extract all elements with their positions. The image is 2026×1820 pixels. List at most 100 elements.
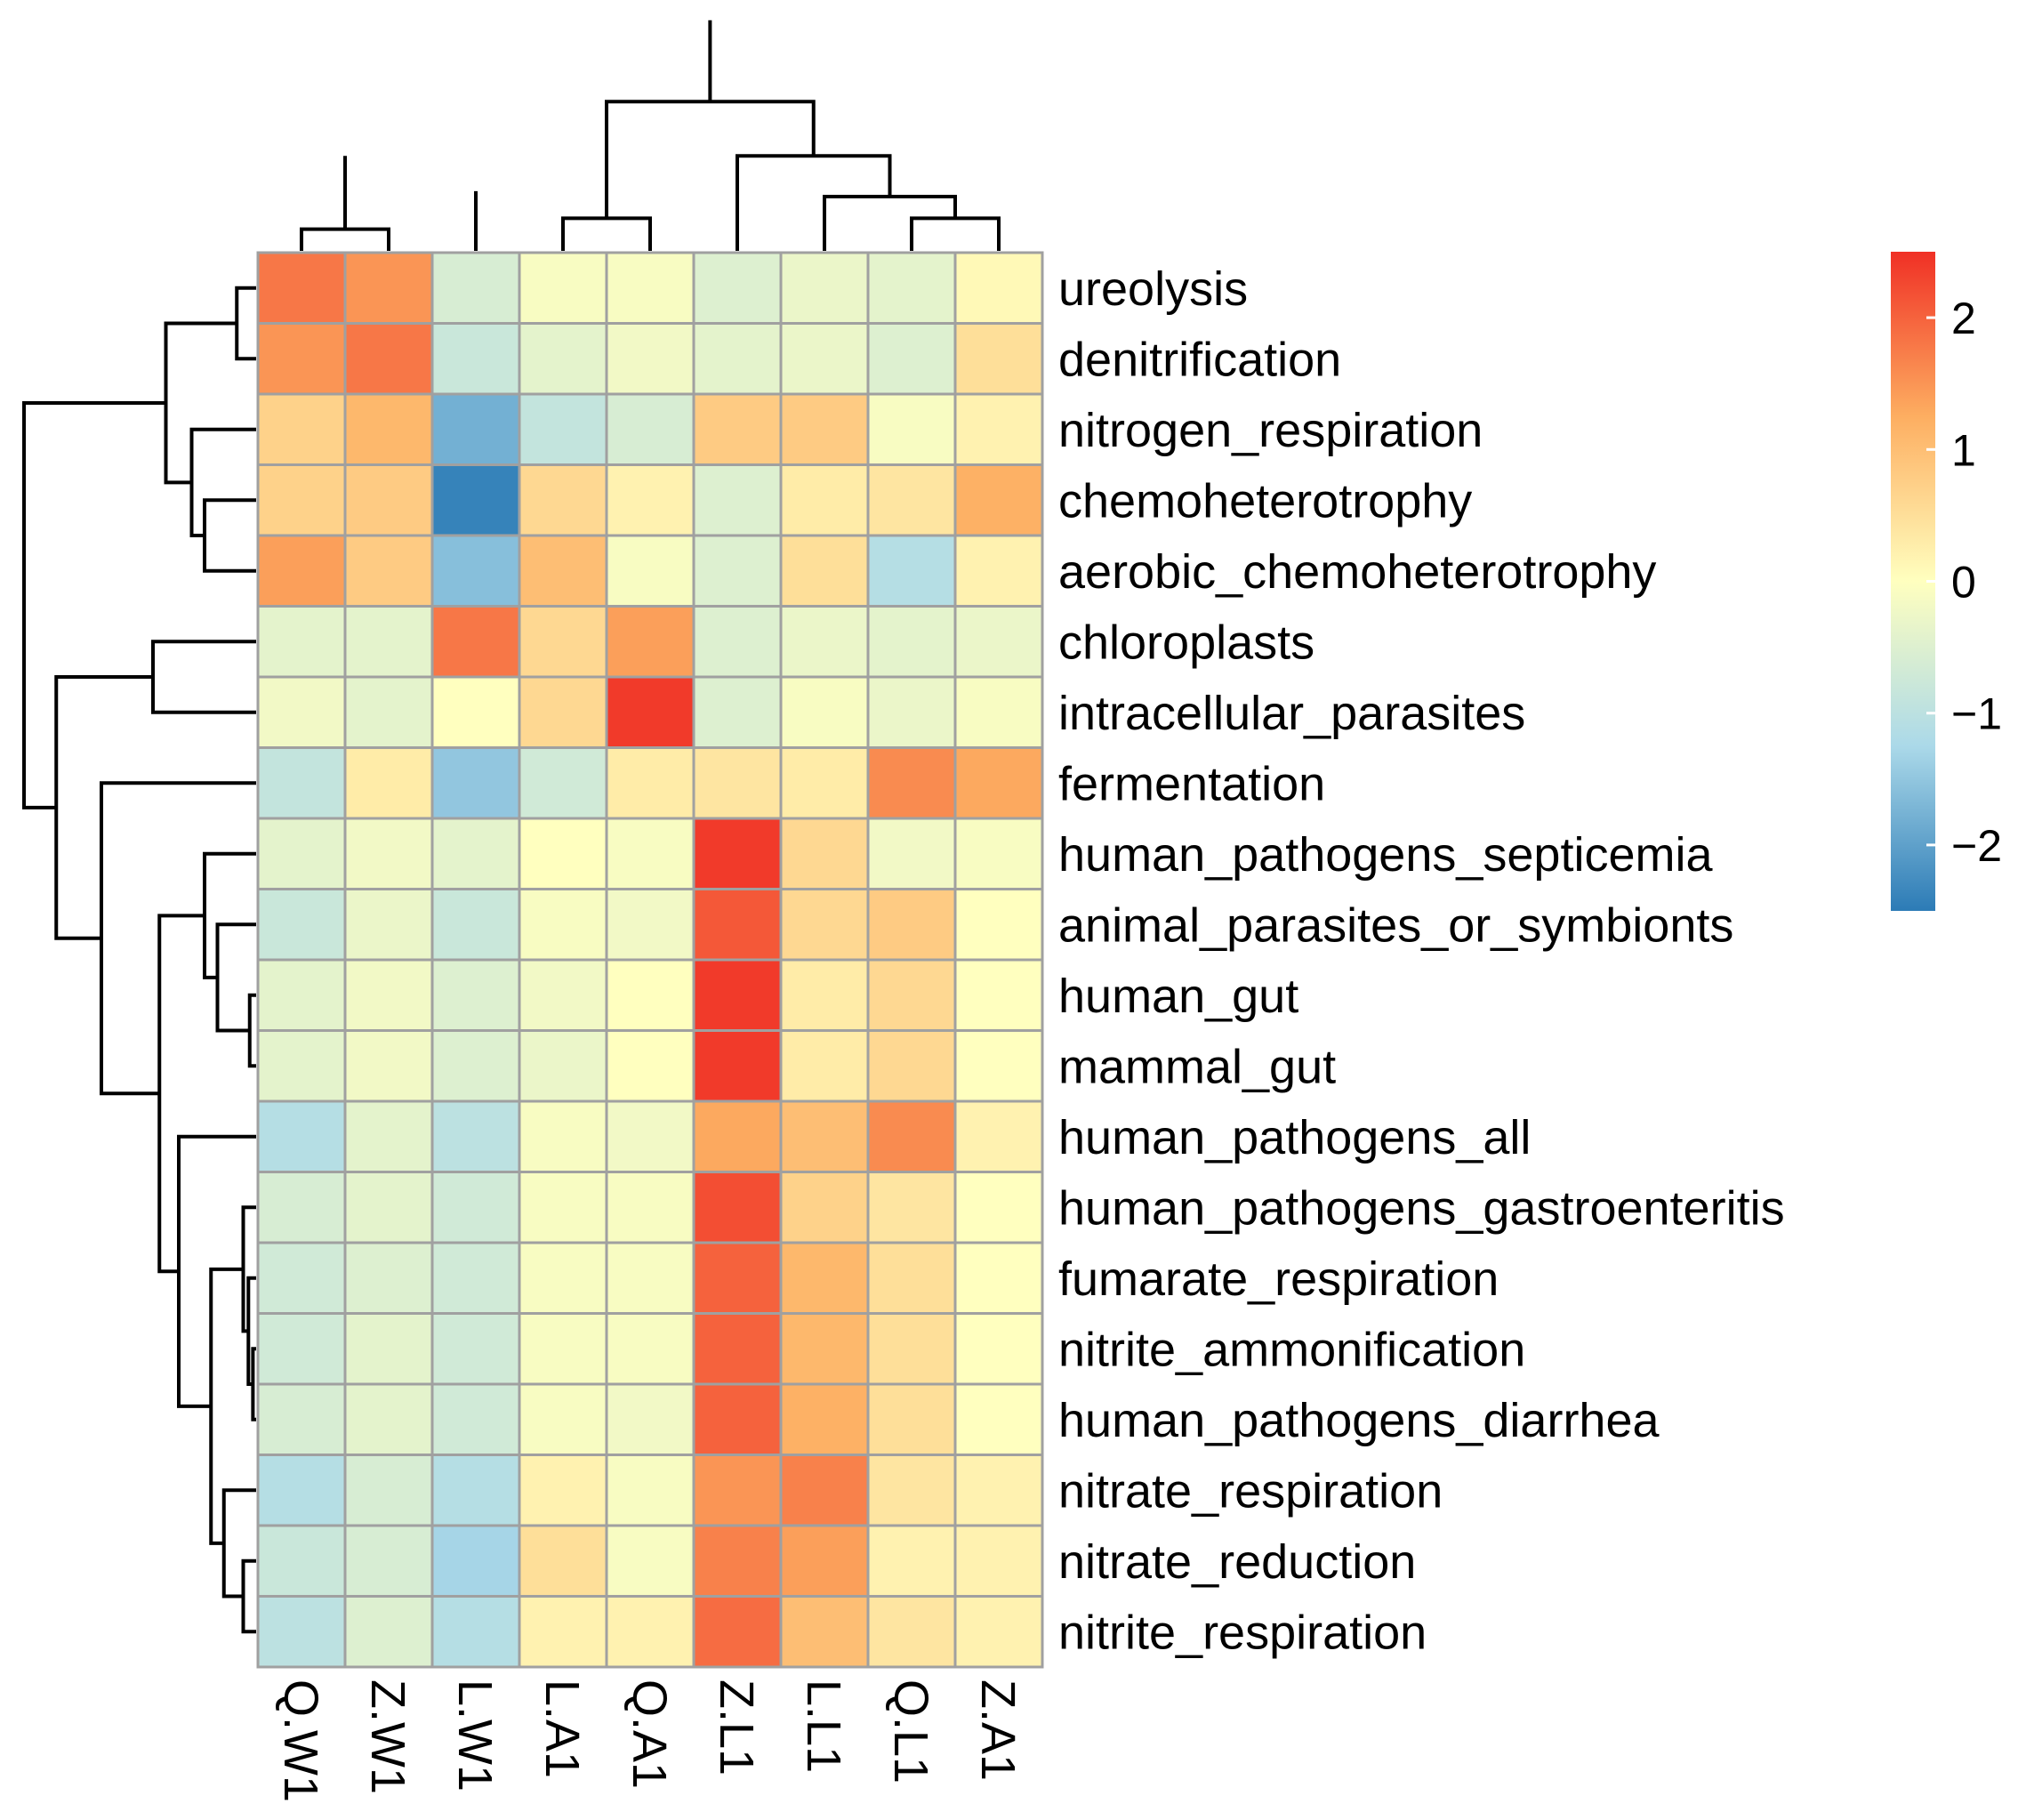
cell-mammal-gut-q-l1 (866, 1029, 957, 1103)
cell-human-gut-z-w1 (343, 958, 434, 1032)
row-dendrogram-branch (22, 400, 166, 809)
cell-aerobic-chemoheterotrophy-l-w1 (430, 534, 521, 608)
cell-nitrate-reduction-l-w1 (430, 1524, 521, 1598)
cell-fumarate-respiration-l-l1 (779, 1241, 870, 1315)
row-dendrogram-branch (151, 640, 256, 714)
cell-nitrate-respiration-l-w1 (430, 1454, 521, 1527)
cell-human-gut-z-l1 (692, 958, 783, 1032)
cell-human-pathogens-diarrhea-l-w1 (430, 1382, 521, 1456)
cell-nitrite-respiration-q-l1 (866, 1595, 957, 1669)
cell-nitrogen-respiration-z-l1 (692, 392, 783, 466)
cell-intracellular-parasites-z-w1 (343, 675, 434, 749)
column-label-q-a1: Q.A1 (623, 1679, 676, 1789)
cell-human-pathogens-gastroenteritis-l-w1 (430, 1171, 521, 1244)
cell-fumarate-respiration-z-w1 (343, 1241, 434, 1315)
cell-intracellular-parasites-l-w1 (430, 675, 521, 749)
cell-fumarate-respiration-q-l1 (866, 1241, 957, 1315)
cell-denitrification-q-w1 (256, 322, 347, 396)
cell-ureolysis-l-w1 (430, 251, 521, 325)
cell-aerobic-chemoheterotrophy-z-l1 (692, 534, 783, 608)
row-label-human-pathogens-gastroenteritis: human_pathogens_gastroenteritis (1058, 1181, 1785, 1235)
cell-intracellular-parasites-l-l1 (779, 675, 870, 749)
cell-nitrate-reduction-q-w1 (256, 1524, 347, 1598)
cell-ureolysis-q-a1 (605, 251, 695, 325)
cell-nitrite-respiration-q-a1 (605, 1595, 695, 1669)
cell-fumarate-respiration-l-a1 (518, 1241, 608, 1315)
row-label-nitrite-respiration: nitrite_respiration (1058, 1606, 1427, 1659)
row-dendrogram-branch (221, 1488, 256, 1599)
row-dendrogram-branch (189, 427, 256, 537)
cell-fermentation-l-l1 (779, 746, 870, 820)
cell-chemoheterotrophy-l-w1 (430, 463, 521, 537)
row-label-human-gut: human_gut (1058, 970, 1298, 1023)
cell-human-pathogens-diarrhea-l-a1 (518, 1382, 608, 1456)
cell-aerobic-chemoheterotrophy-q-a1 (605, 534, 695, 608)
cell-human-pathogens-gastroenteritis-l-l1 (779, 1171, 870, 1244)
row-label-denitrification: denitrification (1058, 333, 1341, 386)
column-label-l-w1: L.W1 (448, 1679, 502, 1792)
cell-nitrogen-respiration-z-a1 (953, 392, 1044, 466)
row-label-nitrite-ammonification: nitrite_ammonification (1058, 1323, 1525, 1376)
column-labels: Q.W1 Z.W1 L.W1 L.A1 Q.A1 Z.L1 L.L1 Q.L1 Z.A1 (274, 1679, 1025, 1802)
cell-nitrogen-respiration-q-w1 (256, 392, 347, 466)
row-dendrogram-branch (54, 675, 153, 940)
cell-denitrification-z-a1 (953, 322, 1044, 396)
cell-nitrogen-respiration-l-a1 (518, 392, 608, 466)
row-dendrogram (22, 286, 256, 1634)
heatmap-cells (256, 251, 1044, 1669)
cell-chloroplasts-q-w1 (256, 605, 347, 679)
row-label-ureolysis: ureolysis (1058, 262, 1248, 316)
cell-fermentation-l-w1 (430, 746, 521, 820)
cell-nitrite-ammonification-l-l1 (779, 1312, 870, 1386)
cell-nitrogen-respiration-l-w1 (430, 392, 521, 466)
cell-human-pathogens-all-q-l1 (866, 1099, 957, 1173)
cell-nitrogen-respiration-z-w1 (343, 392, 434, 466)
column-label-q-l1: Q.L1 (884, 1679, 937, 1784)
cell-intracellular-parasites-q-l1 (866, 675, 957, 749)
cell-nitrate-respiration-l-a1 (518, 1454, 608, 1527)
cell-chloroplasts-l-w1 (430, 605, 521, 679)
cell-mammal-gut-z-l1 (692, 1029, 783, 1103)
cell-human-pathogens-diarrhea-q-l1 (866, 1382, 957, 1456)
row-label-fumarate-respiration: fumarate_respiration (1058, 1252, 1499, 1306)
column-label-z-w1: Z.W1 (361, 1679, 414, 1794)
cell-chemoheterotrophy-l-a1 (518, 463, 608, 537)
cell-human-pathogens-diarrhea-l-l1 (779, 1382, 870, 1456)
cell-human-pathogens-diarrhea-q-a1 (605, 1382, 695, 1456)
cell-nitrate-reduction-l-a1 (518, 1524, 608, 1598)
cell-nitrate-reduction-q-a1 (605, 1524, 695, 1598)
cell-mammal-gut-z-w1 (343, 1029, 434, 1103)
row-dendrogram-branch (100, 781, 256, 1096)
row-label-fermentation: fermentation (1058, 757, 1325, 810)
cell-animal-parasites-or-symbionts-l-l1 (779, 888, 870, 962)
cell-nitrite-respiration-q-w1 (256, 1595, 347, 1669)
legend-tick-label-1: 1 (1951, 425, 1976, 475)
cell-fermentation-z-l1 (692, 746, 783, 820)
cell-aerobic-chemoheterotrophy-z-w1 (343, 534, 434, 608)
column-dendrogram-branch (736, 154, 892, 251)
cell-aerobic-chemoheterotrophy-l-l1 (779, 534, 870, 608)
row-dendrogram-branch (164, 321, 237, 485)
cell-mammal-gut-z-a1 (953, 1029, 1044, 1103)
cell-fumarate-respiration-z-l1 (692, 1241, 783, 1315)
color-legend: 2 1 0 −1 −2 (1891, 252, 2002, 911)
cell-chloroplasts-l-a1 (518, 605, 608, 679)
cell-chloroplasts-z-l1 (692, 605, 783, 679)
cell-fumarate-respiration-q-a1 (605, 1241, 695, 1315)
column-label-z-a1: Z.A1 (971, 1679, 1025, 1781)
cell-human-pathogens-septicemia-l-w1 (430, 817, 521, 890)
cell-human-pathogens-all-l-l1 (779, 1099, 870, 1173)
cell-denitrification-l-a1 (518, 322, 608, 396)
cell-denitrification-q-l1 (866, 322, 957, 396)
cell-nitrate-respiration-q-l1 (866, 1454, 957, 1527)
cell-human-gut-q-a1 (605, 958, 695, 1032)
row-label-human-pathogens-septicemia: human_pathogens_septicemia (1058, 828, 1713, 882)
cell-human-pathogens-septicemia-z-l1 (692, 817, 783, 890)
cell-nitrite-ammonification-q-a1 (605, 1312, 695, 1386)
legend-tick-label-2: 0 (1951, 558, 1976, 608)
cell-human-pathogens-all-z-l1 (692, 1099, 783, 1173)
cell-human-pathogens-gastroenteritis-z-l1 (692, 1171, 783, 1244)
cell-nitrogen-respiration-q-a1 (605, 392, 695, 466)
cell-denitrification-z-l1 (692, 322, 783, 396)
